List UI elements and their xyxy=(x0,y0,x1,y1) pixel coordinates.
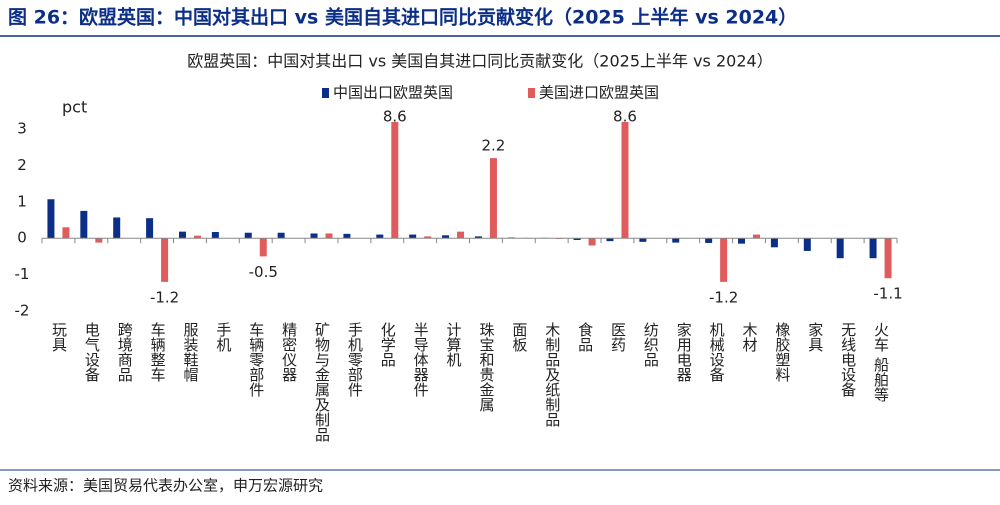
x-tick-label: 家具 xyxy=(806,322,824,352)
bar xyxy=(80,210,88,239)
y-tick-label: -1 xyxy=(15,265,30,283)
bar xyxy=(621,122,629,239)
y-tick-label: 0 xyxy=(17,229,27,247)
data-label: -1.2 xyxy=(709,288,738,306)
bar xyxy=(343,233,351,239)
data-label: 8.6 xyxy=(613,108,637,126)
x-tick-label: 机械设备 xyxy=(708,322,726,382)
legend-label: 美国进口欧盟英国 xyxy=(539,84,659,102)
x-tick-label: 橡胶塑料 xyxy=(773,322,791,382)
bar xyxy=(738,238,746,244)
bar xyxy=(457,231,465,239)
x-tick-label: 纺织品 xyxy=(642,322,660,367)
figure-title: 图 26：欧盟英国：中国对其出口 vs 美国自其进口同比贡献变化（2025 上半… xyxy=(8,6,797,29)
bar xyxy=(193,235,201,239)
x-tick-label: 电气设备 xyxy=(83,322,101,382)
x-tick-label: 食品 xyxy=(576,322,594,352)
data-label: -1.2 xyxy=(150,288,179,306)
y-axis-label: pct xyxy=(62,98,87,117)
bar xyxy=(489,158,497,239)
data-label: 8.6 xyxy=(383,108,407,126)
bar xyxy=(705,238,713,243)
y-tick-label: 3 xyxy=(17,120,27,138)
x-tick-label: 矿物与金属及制品 xyxy=(313,322,331,442)
bar xyxy=(770,238,778,248)
bar xyxy=(409,234,417,239)
bar xyxy=(474,236,482,239)
y-tick-label: 1 xyxy=(17,192,27,210)
legend-swatch xyxy=(528,88,535,98)
x-tick-label: 木材 xyxy=(741,322,759,352)
bar xyxy=(639,238,647,242)
bar xyxy=(146,218,154,239)
x-tick-label: 医药 xyxy=(609,322,627,353)
bar xyxy=(259,238,267,257)
x-tick-label: 车辆整车 xyxy=(149,322,167,382)
bar xyxy=(836,238,844,259)
bar xyxy=(720,238,728,282)
bar xyxy=(588,238,596,246)
bar xyxy=(310,233,318,239)
legend-swatch xyxy=(322,88,329,98)
bar xyxy=(391,122,399,239)
bar xyxy=(884,238,892,279)
x-tick-label: 火车 船舶等 xyxy=(872,322,890,402)
bar xyxy=(573,238,581,241)
bar xyxy=(606,238,614,242)
bar xyxy=(62,227,70,239)
bar xyxy=(869,238,877,259)
x-tick-label: 手机零部件 xyxy=(346,322,364,397)
x-tick-label: 服装鞋帽 xyxy=(181,322,199,382)
bar xyxy=(325,233,333,239)
x-tick-label: 精密仪器 xyxy=(280,322,298,382)
bar xyxy=(277,232,285,239)
x-tick-label: 玩具 xyxy=(50,322,68,352)
x-tick-label: 跨境商品 xyxy=(116,322,134,382)
x-tick-label: 木制品及纸制品 xyxy=(543,322,561,427)
y-tick-label: -2 xyxy=(15,302,30,320)
bar xyxy=(113,217,121,239)
chart-title: 欧盟英国：中国对其出口 vs 美国自其进口同比贡献变化（2025上半年 vs 2… xyxy=(187,52,772,71)
source: 资料来源：美国贸易代表办公室，申万宏源研究 xyxy=(8,477,323,495)
bar xyxy=(161,238,169,282)
x-tick-label: 家用电器 xyxy=(675,322,693,382)
y-tick-label: 2 xyxy=(17,156,27,174)
bar xyxy=(244,232,252,239)
bar xyxy=(95,238,103,243)
bar xyxy=(442,235,450,239)
x-tick-label: 化学品 xyxy=(379,322,397,367)
bar xyxy=(376,234,384,239)
plot-area xyxy=(47,122,892,282)
legend-label: 中国出口欧盟英国 xyxy=(333,84,453,102)
bar xyxy=(672,238,680,243)
x-tick-label: 计算机 xyxy=(445,322,463,368)
x-tick-label: 珠宝和贵金属 xyxy=(477,322,495,412)
x-tick-label: 车辆零部件 xyxy=(247,322,265,397)
x-tick-label: 手机 xyxy=(214,322,232,353)
bar xyxy=(424,236,432,239)
x-tick-label: 半导体器件 xyxy=(412,322,430,397)
data-label: -0.5 xyxy=(249,263,278,281)
x-tick-label: 面板 xyxy=(510,322,528,352)
data-label: 2.2 xyxy=(482,137,506,155)
x-tick-label: 无线电设备 xyxy=(839,322,857,397)
bar xyxy=(47,199,55,239)
data-label: -1.1 xyxy=(873,285,902,303)
bar xyxy=(178,231,186,239)
bar xyxy=(211,232,219,239)
bar xyxy=(753,234,761,239)
bar xyxy=(803,238,811,251)
